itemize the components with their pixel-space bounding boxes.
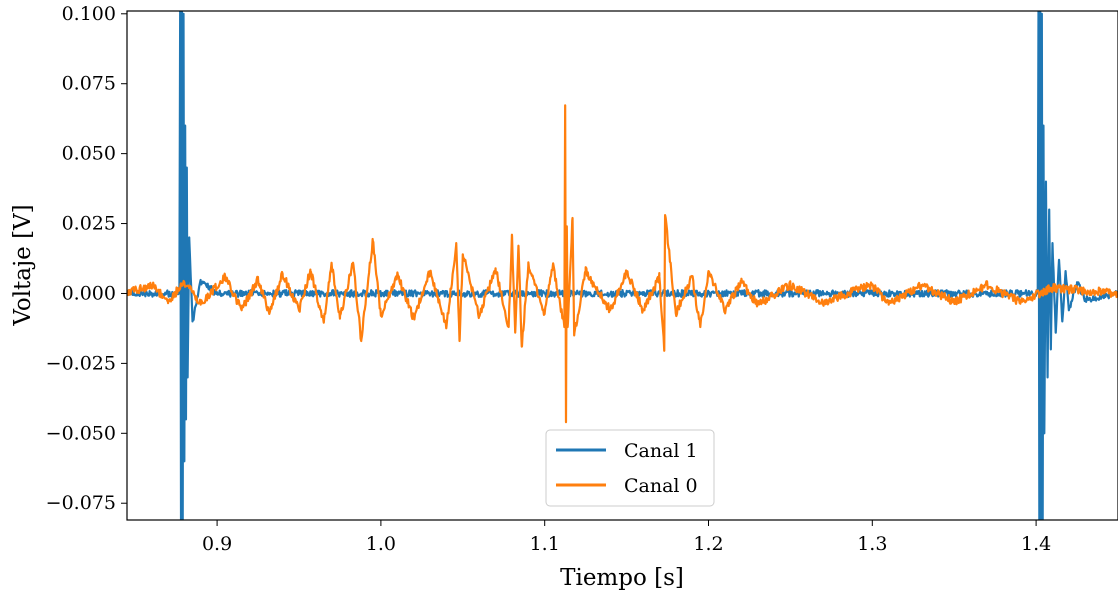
y-tick-label: −0.050	[46, 422, 116, 444]
x-tick-label: 1.2	[693, 533, 723, 555]
plot-frame	[126, 10, 1118, 521]
x-tick-label: 1.1	[530, 533, 560, 555]
legend-label-canal-1: Canal 1	[624, 440, 698, 462]
y-tick-label: −0.025	[46, 352, 116, 374]
series-line-canal-0	[127, 104, 1118, 424]
y-tick-label: −0.075	[46, 492, 116, 514]
y-tick-label: 0.000	[62, 282, 116, 304]
x-tick-label: 1.0	[366, 533, 396, 555]
x-tick-label: 1.4	[1021, 533, 1051, 555]
legend: Canal 1 Canal 0	[545, 429, 715, 507]
x-axis-label: Tiempo [s]	[560, 565, 684, 590]
y-axis-label: Voltaje [V]	[10, 204, 36, 326]
y-tick-label: 0.075	[62, 73, 116, 95]
x-axis-ticks: 0.9 1.0 1.1 1.2 1.3 1.4	[202, 520, 1051, 555]
x-tick-label: 1.3	[857, 533, 887, 555]
series-layer	[127, 11, 1118, 520]
x-tick-label: 0.9	[202, 533, 232, 555]
y-tick-label: 0.100	[62, 3, 116, 25]
legend-label-canal-0: Canal 0	[624, 475, 698, 497]
y-tick-label: 0.025	[62, 213, 116, 235]
y-tick-label: 0.050	[62, 143, 116, 165]
y-axis-ticks: −0.075 −0.050 −0.025 0.000 0.025 0.050 0.075 0.…	[46, 3, 127, 514]
